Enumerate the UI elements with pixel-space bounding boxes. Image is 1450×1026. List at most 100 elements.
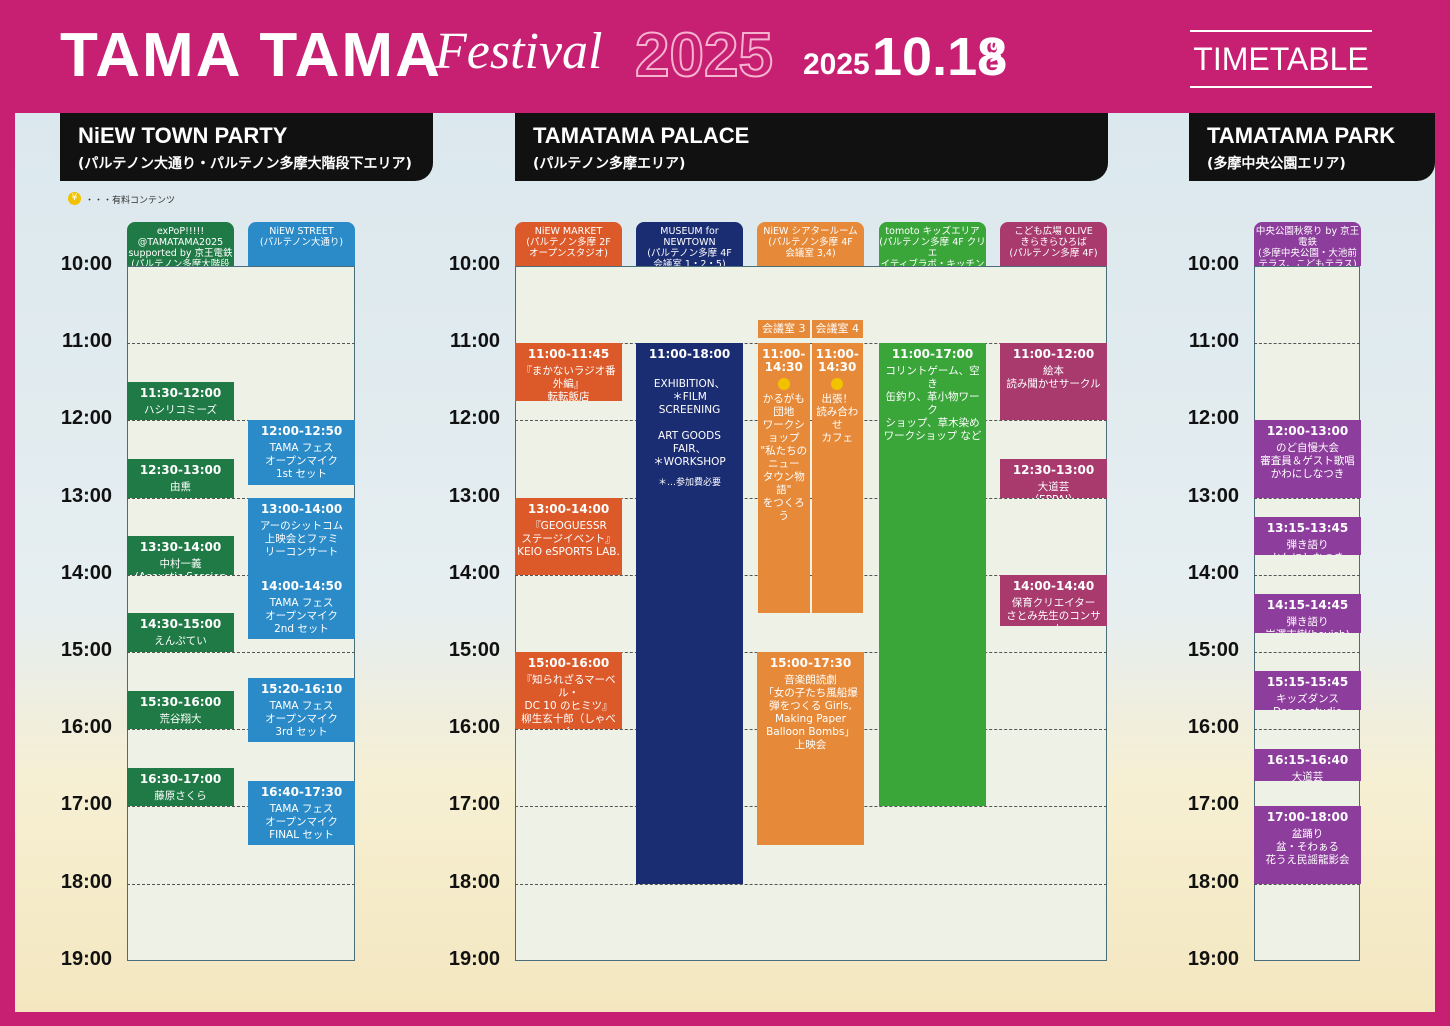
event-title: 音楽朗読劇 「女の子たち風船爆 弾をつくる Girls, Making Pape… [763,674,858,751]
event-block: 16:40-17:30 TAMA フェス オープンマイク FINAL セット [248,780,355,845]
hour-label: 11:00 [1188,330,1239,353]
event-block: 11:00-12:00 絵本 読み聞かせサークル [1000,343,1107,421]
hour-label: 10:00 [448,253,500,275]
date: 10.18 [872,27,1008,87]
event-block: 11:00-17:00 コリントゲーム、空き 缶釣り、革小物ワーク ショップ、草木… [879,343,986,807]
column-header: exPoP!!!!! @TAMATAMA2025 supported by 京王… [127,222,234,266]
hour-label: 13:00 [448,484,500,507]
event-time: 12:30-13:00 [1012,463,1095,477]
event-time: 11:00-18:00 [648,347,731,362]
paid-icon [831,378,844,391]
hour-label: 12:00 [448,407,500,430]
event-time: 14:00-14:50 [260,578,343,593]
column-header: NiEW MARKET (パルテノン多摩 2F オープンスタジオ) [515,222,622,266]
hour-line [515,343,1107,345]
event-title: 藤原さくら [154,789,207,802]
column-header: MUSEUM for NEWTOWN (パルテノン多摩 4F 会議室 1・2・5… [636,222,743,266]
event-block: 16:30-17:00 藤原さくら [127,767,234,807]
hour-label: 10:00 [1187,253,1239,275]
hour-label: 17:00 [1187,793,1239,816]
event-title: 中村一義 (Acoustic Session with 伊東真一＆吉澤響) [135,558,227,575]
hour-line [1254,497,1360,499]
hour-line [1254,883,1360,885]
hour-line [515,420,1107,422]
event-title: TAMA フェス オープンマイク 1st セット [265,442,338,481]
event-title: 荒谷翔大 [159,712,202,725]
area-name: NiEW TOWN PARTY [78,123,288,148]
hour-label: 16:00 [448,716,500,739]
event-time: 14:30-15:00 [139,617,222,632]
column-header: tomoto キッズエリア (パルテノン多摩 4F クリエ イティブラボ・キッチ… [879,222,986,266]
timetable-label: TIMETABLE [1190,30,1372,88]
column-header: NiEW STREET (パルテノン大通り) [248,222,355,266]
event-title: 大道芸 (EPPAI) [1291,770,1324,781]
event-block: 14:00-14:50 TAMA フェス オープンマイク 2nd セット [248,574,355,640]
event-block: 11:00-14:30 かるがも団地 ワークショップ "私たちのニュー タウン物語… [758,343,810,614]
event-title: TAMA フェス オープンマイク 2nd セット [265,596,338,635]
area-name: TAMATAMA PARK [1207,123,1396,148]
event-title: EXHIBITION、 ＊FILM SCREENING ART GOODS FA… [653,378,726,469]
event-time: 11:00-17:00 [891,347,974,362]
column-header: こども広場 OLIVE きらきらひろば (パルテノン多摩 4F) [1000,222,1107,266]
title-script: Festival [435,23,603,80]
hour-label: 15:00 [448,639,500,661]
event-block: 15:00-17:30 音楽朗読劇 「女の子たち風船爆 弾をつくる Girls, … [757,652,864,845]
room-label: 会議室 4 [811,320,863,338]
event-block: 12:00-12:50 TAMA フェス オープンマイク 1st セット [248,420,355,485]
event-block: 17:00-18:00 盆踊り 盆・そわぁる 花うえ民謡龍影会 [1254,806,1361,884]
hour-label: 19:00 [1187,947,1239,970]
hour-line [127,729,355,731]
event-time: 13:00-14:00 [527,501,610,516]
event-title: えんぷてい [154,635,207,648]
column-header: NiEW シアタールーム (パルテノン多摩 4F 会議室 3,4) [757,222,864,266]
hour-label: 11:00 [61,330,112,353]
hour-label: 14:00 [1187,561,1239,584]
hour-line [127,497,355,499]
event-time: 11:00-11:45 [527,347,610,362]
event-time: 12:30-13:00 [139,463,222,477]
area-tab: TAMATAMA PARK (多摩中央公園エリア) [1189,113,1435,181]
hour-label: 13:00 [60,484,112,507]
event-time: 17:00-18:00 [1266,810,1349,825]
event-time: 13:15-13:45 [1266,520,1349,535]
hour-label: 15:00 [1187,639,1239,661]
event-block: 12:00-13:00 のど自慢大会 審査員＆ゲスト歌唱 かわにしなつき [1254,420,1361,498]
hour-line [515,574,1107,576]
event-block: 15:20-16:10 TAMA フェス オープンマイク 3rd セット [248,677,355,743]
legend-symbol: ¥ [68,192,81,205]
event-title: TAMA フェス オープンマイク FINAL セット [265,802,338,841]
room-label: 会議室 3 [758,320,810,338]
date-year: 2025 [803,48,870,81]
area-sub: (パルテノン多摩エリア) [533,156,686,172]
event-title: 『GEOGUESSR ステージイベント』 KEIO eSPORTS LAB. [517,519,620,558]
event-block: 13:00-14:00 アーのシットコム 上映会とファミ リーコンサート [248,497,355,575]
column-header: 中央公園秋祭り by 京王電鉄 (多摩中央公園・大池前 テラス、こどもテラス) [1254,222,1361,266]
event-title: コリントゲーム、空き 缶釣り、革小物ワーク ショップ、草木染め ワークショップ … [883,365,982,443]
event-time: 15:00-17:30 [769,656,852,670]
hour-label: 12:00 [60,407,112,430]
event-title: ハシリコミーズ [144,403,217,416]
hour-line [127,806,355,808]
event-time: 16:30-17:00 [139,771,222,786]
event-time: 13:30-14:00 [139,540,222,555]
event-block: 13:30-14:00 中村一義 (Acoustic Session with 伊… [127,536,234,575]
event-block: 11:00-14:30 出張！ 読み合わせ カフェ [811,343,863,614]
event-title: 弾き語り かわにしなつき [1271,538,1345,556]
weekday: SAT [986,41,1003,71]
event-time: 15:00-16:00 [527,656,610,670]
hour-label: 18:00 [1187,870,1239,893]
event-block: 15:15-15:45 キッズダンス Dance studio 4LIKES [1254,671,1361,710]
hour-label: 12:00 [1187,407,1239,430]
hour-label: 17:00 [448,793,500,816]
event-time: 16:40-17:30 [260,784,343,799]
event-title: 盆踊り 盆・そわぁる 花うえ民謡龍影会 [1265,828,1350,867]
hour-line [1254,574,1360,576]
area-sub: (多摩中央公園エリア) [1207,156,1346,172]
hour-label: 17:00 [60,793,112,816]
hour-line [127,420,355,422]
event-time: 13:00-14:00 [260,501,343,516]
event-time: 11:00-14:30 [762,347,806,375]
event-block: 14:30-15:00 えんぷてい [127,613,234,652]
event-title: 『知られざるマーベル・ DC 10 のヒミツ』 柳生玄十郎（しゃべん じゃーず）… [521,674,616,729]
